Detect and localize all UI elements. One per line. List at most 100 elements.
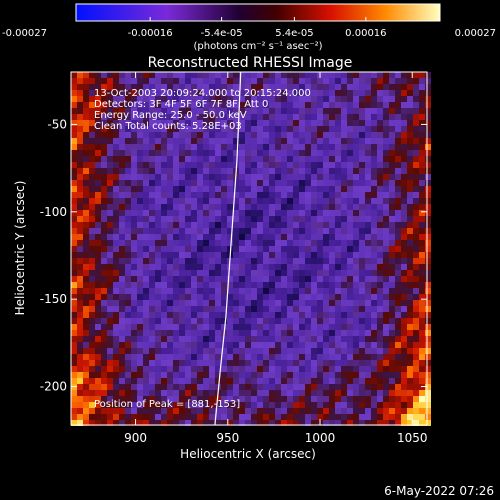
- heatmap-cell: [371, 162, 377, 168]
- heatmap-cell: [125, 390, 131, 396]
- heatmap-cell: [131, 414, 137, 420]
- heatmap-cell: [149, 264, 155, 270]
- heatmap-cell: [287, 168, 293, 174]
- heatmap-cell: [425, 390, 431, 396]
- heatmap-cell: [329, 312, 335, 318]
- heatmap-cell: [407, 126, 413, 132]
- colorbar-tick-label: -0.00016: [128, 28, 173, 39]
- heatmap-cell: [209, 366, 215, 372]
- heatmap-cell: [197, 186, 203, 192]
- heatmap-cell: [167, 246, 173, 252]
- heatmap-cell: [239, 240, 245, 246]
- heatmap-cell: [191, 132, 197, 138]
- heatmap-cell: [257, 390, 263, 396]
- heatmap-cell: [209, 246, 215, 252]
- heatmap-cell: [389, 372, 395, 378]
- heatmap-cell: [395, 180, 401, 186]
- heatmap-cell: [179, 402, 185, 408]
- heatmap-cell: [173, 324, 179, 330]
- heatmap-cell: [173, 234, 179, 240]
- heatmap-cell: [395, 186, 401, 192]
- heatmap-cell: [377, 222, 383, 228]
- heatmap-cell: [167, 414, 173, 420]
- heatmap-cell: [167, 204, 173, 210]
- heatmap-cell: [419, 204, 425, 210]
- heatmap-cell: [401, 120, 407, 126]
- heatmap-cell: [275, 264, 281, 270]
- heatmap-cell: [185, 312, 191, 318]
- heatmap-cell: [233, 72, 239, 78]
- heatmap-cell: [323, 108, 329, 114]
- heatmap-cell: [221, 420, 227, 426]
- heatmap-cell: [269, 186, 275, 192]
- heatmap-cell: [281, 78, 287, 84]
- heatmap-cell: [119, 156, 125, 162]
- heatmap-cell: [347, 276, 353, 282]
- heatmap-cell: [107, 126, 113, 132]
- heatmap-cell: [197, 420, 203, 426]
- heatmap-cell: [245, 174, 251, 180]
- heatmap-cell: [83, 252, 89, 258]
- heatmap-cell: [83, 72, 89, 78]
- heatmap-cell: [407, 312, 413, 318]
- heatmap-cell: [125, 84, 131, 90]
- heatmap-cell: [203, 144, 209, 150]
- heatmap-cell: [131, 372, 137, 378]
- heatmap-cell: [125, 90, 131, 96]
- heatmap-cell: [383, 252, 389, 258]
- heatmap-cell: [89, 300, 95, 306]
- heatmap-cell: [83, 372, 89, 378]
- heatmap-cell: [197, 354, 203, 360]
- heatmap-cell: [305, 78, 311, 84]
- heatmap-cell: [347, 372, 353, 378]
- heatmap-cell: [83, 156, 89, 162]
- heatmap-cell: [389, 342, 395, 348]
- heatmap-cell: [359, 72, 365, 78]
- heatmap-cell: [299, 288, 305, 294]
- heatmap-cell: [341, 360, 347, 366]
- heatmap-cell: [131, 174, 137, 180]
- heatmap-cell: [215, 162, 221, 168]
- heatmap-cell: [353, 72, 359, 78]
- heatmap-cell: [353, 330, 359, 336]
- heatmap-cell: [233, 192, 239, 198]
- heatmap-cell: [167, 96, 173, 102]
- heatmap-cell: [155, 144, 161, 150]
- heatmap-cell: [83, 96, 89, 102]
- heatmap-cell: [275, 258, 281, 264]
- heatmap-cell: [161, 120, 167, 126]
- heatmap-cell: [353, 156, 359, 162]
- heatmap-cell: [173, 366, 179, 372]
- heatmap-cell: [167, 102, 173, 108]
- heatmap-cell: [107, 132, 113, 138]
- heatmap-cell: [137, 228, 143, 234]
- heatmap-cell: [131, 384, 137, 390]
- heatmap-cell: [281, 378, 287, 384]
- heatmap-cell: [353, 132, 359, 138]
- heatmap-cell: [407, 246, 413, 252]
- heatmap-cell: [143, 348, 149, 354]
- heatmap-cell: [251, 180, 257, 186]
- heatmap-cell: [161, 72, 167, 78]
- heatmap-cell: [179, 150, 185, 156]
- heatmap-cell: [143, 258, 149, 264]
- heatmap-cell: [359, 78, 365, 84]
- heatmap-cell: [245, 228, 251, 234]
- heatmap-cell: [299, 222, 305, 228]
- heatmap-cell: [77, 306, 83, 312]
- heatmap-cell: [83, 408, 89, 414]
- heatmap-cell: [413, 360, 419, 366]
- heatmap-cell: [173, 186, 179, 192]
- heatmap-cell: [425, 360, 431, 366]
- heatmap-cell: [395, 360, 401, 366]
- heatmap-cell: [203, 234, 209, 240]
- heatmap-cell: [323, 396, 329, 402]
- heatmap-cell: [419, 276, 425, 282]
- heatmap-cell: [323, 372, 329, 378]
- heatmap-cell: [287, 264, 293, 270]
- heatmap-cell: [215, 96, 221, 102]
- heatmap-cell: [347, 156, 353, 162]
- heatmap-cell: [347, 132, 353, 138]
- heatmap-cell: [305, 372, 311, 378]
- heatmap-cell: [389, 246, 395, 252]
